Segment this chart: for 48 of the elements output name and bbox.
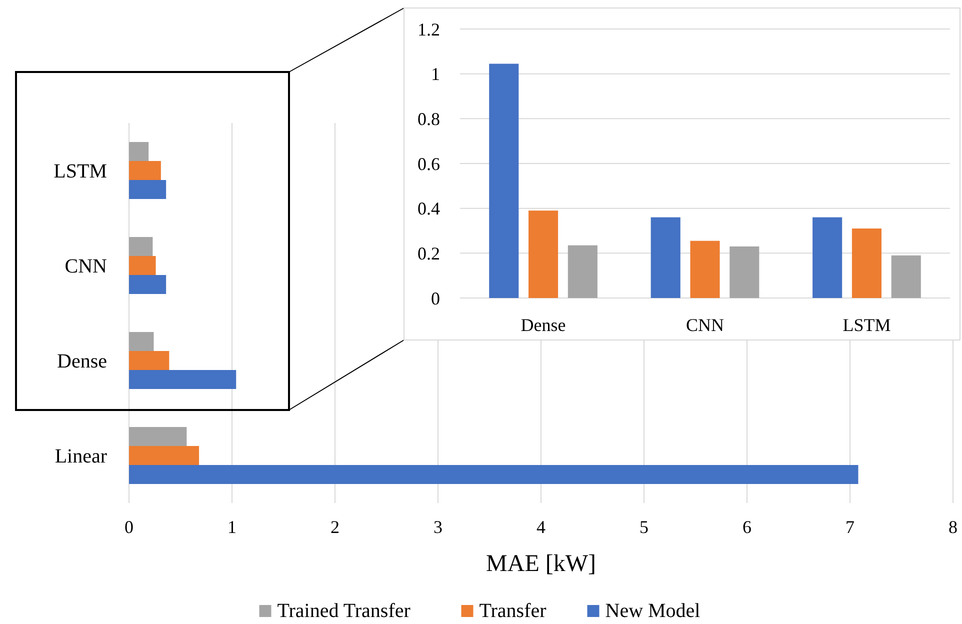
bar xyxy=(129,180,166,199)
bar xyxy=(528,210,558,298)
y-tick-label: 0.6 xyxy=(418,154,440,174)
x-tick-label: Dense xyxy=(520,315,566,335)
x-axis-title: MAE [kW] xyxy=(486,551,596,577)
bar xyxy=(129,332,154,351)
x-tick-label: 1 xyxy=(228,517,236,537)
bar xyxy=(129,161,161,180)
bar xyxy=(690,240,720,298)
bar xyxy=(129,237,153,256)
x-tick-label: 0 xyxy=(124,517,134,537)
y-tick-label: 0 xyxy=(431,288,440,308)
y-tick-label: 1.2 xyxy=(418,19,440,40)
legend-label: Trained Transfer xyxy=(277,600,411,622)
x-tick-label: 4 xyxy=(536,517,546,537)
y-tick-label: 0.8 xyxy=(418,108,440,129)
bar xyxy=(489,64,519,298)
y-tick-label: 0.2 xyxy=(418,243,440,264)
x-tick-label: 2 xyxy=(330,517,340,537)
x-tick-label: CNN xyxy=(686,315,724,335)
y-tick-label: LSTM xyxy=(54,160,108,182)
legend-label: Transfer xyxy=(479,600,547,622)
bar xyxy=(812,217,842,298)
bar xyxy=(891,255,921,298)
y-tick-label: 0.4 xyxy=(418,198,440,219)
bar xyxy=(129,446,200,465)
bar xyxy=(650,217,680,298)
bar xyxy=(568,245,598,298)
bar xyxy=(129,465,858,484)
y-tick-label: 1 xyxy=(431,64,440,84)
x-tick-label: 7 xyxy=(846,517,854,537)
y-tick-label: Linear xyxy=(54,446,108,468)
x-tick-label: 3 xyxy=(434,517,442,537)
y-tick-label: CNN xyxy=(64,256,107,278)
legend-label: New Model xyxy=(605,600,701,622)
bar xyxy=(129,275,166,294)
bar xyxy=(129,370,236,389)
x-tick-label: 8 xyxy=(948,517,958,537)
x-tick-label: 5 xyxy=(640,517,648,537)
y-tick-label: Dense xyxy=(57,350,108,372)
bar xyxy=(129,351,170,370)
bar xyxy=(129,142,149,161)
bar xyxy=(852,228,882,298)
x-tick-label: 6 xyxy=(742,517,752,537)
x-tick-label: LSTM xyxy=(842,315,891,335)
bar xyxy=(730,246,760,298)
bar xyxy=(129,427,187,446)
bar xyxy=(129,256,156,275)
